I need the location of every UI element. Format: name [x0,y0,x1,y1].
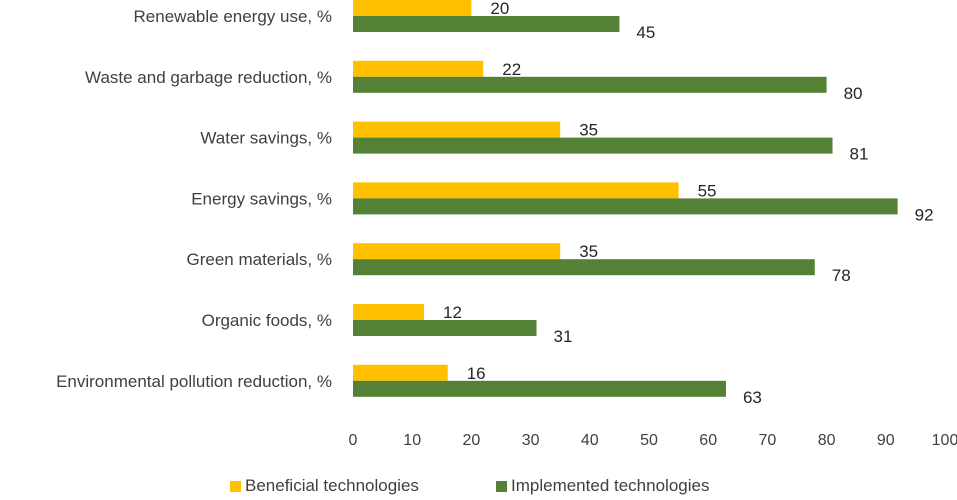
bar-implemented [353,16,620,32]
category-labels: Renewable energy use, % Waste and garbage… [56,7,332,391]
x-tick-label: 100 [932,432,957,449]
legend-label-implemented: Implemented technologies [511,476,710,495]
bar-beneficial [353,0,472,16]
bar-implemented [353,259,815,276]
x-tick-label: 40 [581,432,599,449]
category-label: Energy savings, % [191,189,332,208]
bar-beneficial [353,182,679,199]
x-tick-label: 70 [759,432,777,449]
legend: Beneficial technologies Implemented tech… [0,476,957,500]
x-tick-label: 0 [349,432,358,449]
category-label: Water savings, % [200,129,332,148]
legend-label-beneficial: Beneficial technologies [245,476,419,495]
bar-chart: Renewable energy use, % Waste and garbage… [56,0,957,449]
bar-beneficial [353,121,561,138]
data-label-implemented: 31 [554,327,573,346]
category-label: Environmental pollution reduction, % [56,372,332,391]
legend-item-implemented[interactable]: Implemented technologies [496,476,709,496]
data-label-beneficial: 12 [443,303,462,322]
data-labels: 20 45 22 80 35 81 55 92 35 78 12 31 16 63 [443,0,934,407]
legend-swatch-beneficial [230,480,241,492]
bar-implemented [353,198,898,215]
bar-implemented [353,380,726,397]
bars [353,0,898,397]
category-label: Renewable energy use, % [134,7,332,26]
x-tick-label: 10 [403,432,421,449]
bar-beneficial [353,243,561,260]
data-label-beneficial: 20 [490,0,509,18]
legend-item-beneficial[interactable]: Beneficial technologies [230,476,419,496]
bar-implemented [353,76,827,93]
category-label: Organic foods, % [202,311,332,330]
data-label-beneficial: 22 [502,60,521,79]
data-label-implemented: 78 [832,266,851,285]
x-tick-label: 50 [640,432,658,449]
data-label-implemented: 63 [743,388,762,407]
data-label-implemented: 92 [915,205,934,224]
x-tick-label: 60 [699,432,717,449]
x-tick-label: 80 [818,432,836,449]
data-label-beneficial: 16 [467,364,486,383]
bar-beneficial [353,304,425,320]
data-label-implemented: 81 [850,145,869,164]
data-label-implemented: 80 [844,84,863,103]
bar-beneficial [353,364,448,381]
legend-swatch-implemented [496,480,507,492]
data-label-beneficial: 55 [698,181,717,200]
data-label-beneficial: 35 [579,121,598,140]
x-tick-label: 20 [463,432,481,449]
bar-implemented [353,320,537,336]
category-label: Waste and garbage reduction, % [85,68,332,87]
x-tick-label: 30 [522,432,540,449]
bar-implemented [353,137,833,154]
category-label: Green materials, % [187,250,333,269]
data-label-implemented: 45 [636,23,655,42]
x-tick-label: 90 [877,432,895,449]
bar-beneficial [353,60,484,77]
data-label-beneficial: 35 [579,242,598,261]
x-axis-ticks: 0 10 20 30 40 50 60 70 80 90 100 [349,432,957,449]
